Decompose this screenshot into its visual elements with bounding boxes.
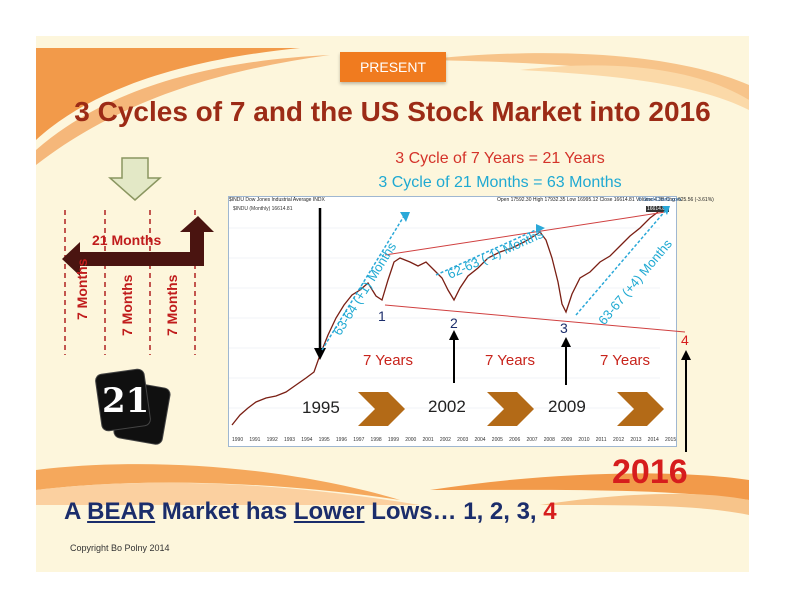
highlight-year: 2016 bbox=[612, 453, 688, 491]
bottom-suffix: Lows… 1, 2, 3, bbox=[364, 498, 544, 525]
present-badge: PRESENT bbox=[340, 52, 446, 82]
low-marker-2: 2 bbox=[450, 315, 458, 331]
x-tick-label: 1999 bbox=[387, 437, 399, 443]
x-tick-label: 2013 bbox=[630, 437, 642, 443]
year-label-2002: 2002 bbox=[428, 397, 466, 416]
bottom-bear: BEAR bbox=[87, 498, 156, 525]
x-tick-label: 1993 bbox=[283, 437, 296, 443]
interval-label-1: 7 Years bbox=[363, 352, 414, 369]
chart-legend: $INDU (Monthly) 16614.81 bbox=[233, 206, 293, 212]
down-arrow-icon bbox=[108, 157, 162, 201]
x-tick-label: 2014 bbox=[647, 437, 659, 443]
x-tick-label: 1997 bbox=[353, 437, 365, 443]
x-tick-label: 2001 bbox=[422, 437, 434, 443]
x-tick-label: 2000 bbox=[405, 437, 417, 443]
x-tick-label: 2003 bbox=[457, 437, 469, 443]
x-tick-label: 2011 bbox=[595, 437, 607, 443]
price-line bbox=[231, 211, 659, 426]
x-tick-label: 1995 bbox=[318, 437, 330, 443]
copyright: Copyright Bo Polny 2014 bbox=[70, 543, 170, 553]
low-marker-1: 1 bbox=[378, 308, 386, 324]
x-tick-label: 1991 bbox=[249, 437, 261, 443]
low-marker-3: 3 bbox=[560, 320, 568, 336]
subtitle-months: 3 Cycle of 21 Months = 63 Months bbox=[378, 174, 622, 191]
x-tick-label: 2002 bbox=[439, 437, 451, 443]
top-months-label: 21 Months bbox=[92, 232, 162, 248]
card-number: 21 bbox=[102, 381, 150, 421]
subtitle-years: 3 Cycle of 7 Years = 21 Years bbox=[395, 150, 605, 167]
interval-label-3: 7 Years bbox=[600, 352, 651, 369]
slide-title: 3 Cycles of 7 and the US Stock Market in… bbox=[74, 96, 711, 127]
x-tick-label: 1996 bbox=[335, 437, 348, 443]
x-tick-label: 2007 bbox=[526, 437, 538, 443]
x-tick-label: 2015 bbox=[665, 437, 677, 443]
x-tick-label: 2006 bbox=[509, 437, 521, 443]
chevron-arrow-icon bbox=[487, 392, 534, 426]
x-tick-label: 1994 bbox=[301, 437, 313, 443]
bottom-lower: Lower bbox=[293, 498, 365, 525]
bottom-statement: A BEAR Market has Lower Lows… 1, 2, 3, 4 bbox=[64, 498, 557, 526]
x-tick-label: 2010 bbox=[578, 437, 590, 443]
x-tick-label: 1990 bbox=[232, 437, 244, 443]
chart-header-stats: Open 17592.30 High 17932.35 Low 16995.12… bbox=[497, 197, 714, 203]
x-tick-label: 2005 bbox=[491, 437, 503, 443]
x-tick-label: 2008 bbox=[543, 437, 555, 443]
low-marker-4: 4 bbox=[681, 332, 689, 348]
bottom-prefix: A bbox=[64, 498, 88, 525]
x-tick-label: 2009 bbox=[561, 437, 573, 443]
chevron-arrow-icon bbox=[358, 392, 405, 426]
cycle-arrow-icon bbox=[62, 216, 214, 276]
year-label-2009: 2009 bbox=[548, 397, 586, 416]
chart-brand: © StockCharts.com bbox=[638, 197, 682, 203]
x-tick-label: 1998 bbox=[370, 437, 382, 443]
bottom-last: 4 bbox=[543, 498, 557, 525]
stock-chart bbox=[228, 196, 677, 447]
chart-last-value: 16614.81 bbox=[646, 206, 669, 212]
x-tick-label: 1992 bbox=[266, 437, 278, 443]
x-tick-label: 2012 bbox=[613, 437, 625, 443]
year-label-1995: 1995 bbox=[302, 398, 340, 417]
x-tick-label: 2004 bbox=[474, 437, 486, 443]
interval-label-2: 7 Years bbox=[485, 352, 536, 369]
bottom-mid: Market has bbox=[155, 498, 294, 525]
chevron-arrow-icon bbox=[617, 392, 664, 426]
chart-header-title: $INDU Dow Jones Industrial Average INDX bbox=[229, 197, 325, 203]
